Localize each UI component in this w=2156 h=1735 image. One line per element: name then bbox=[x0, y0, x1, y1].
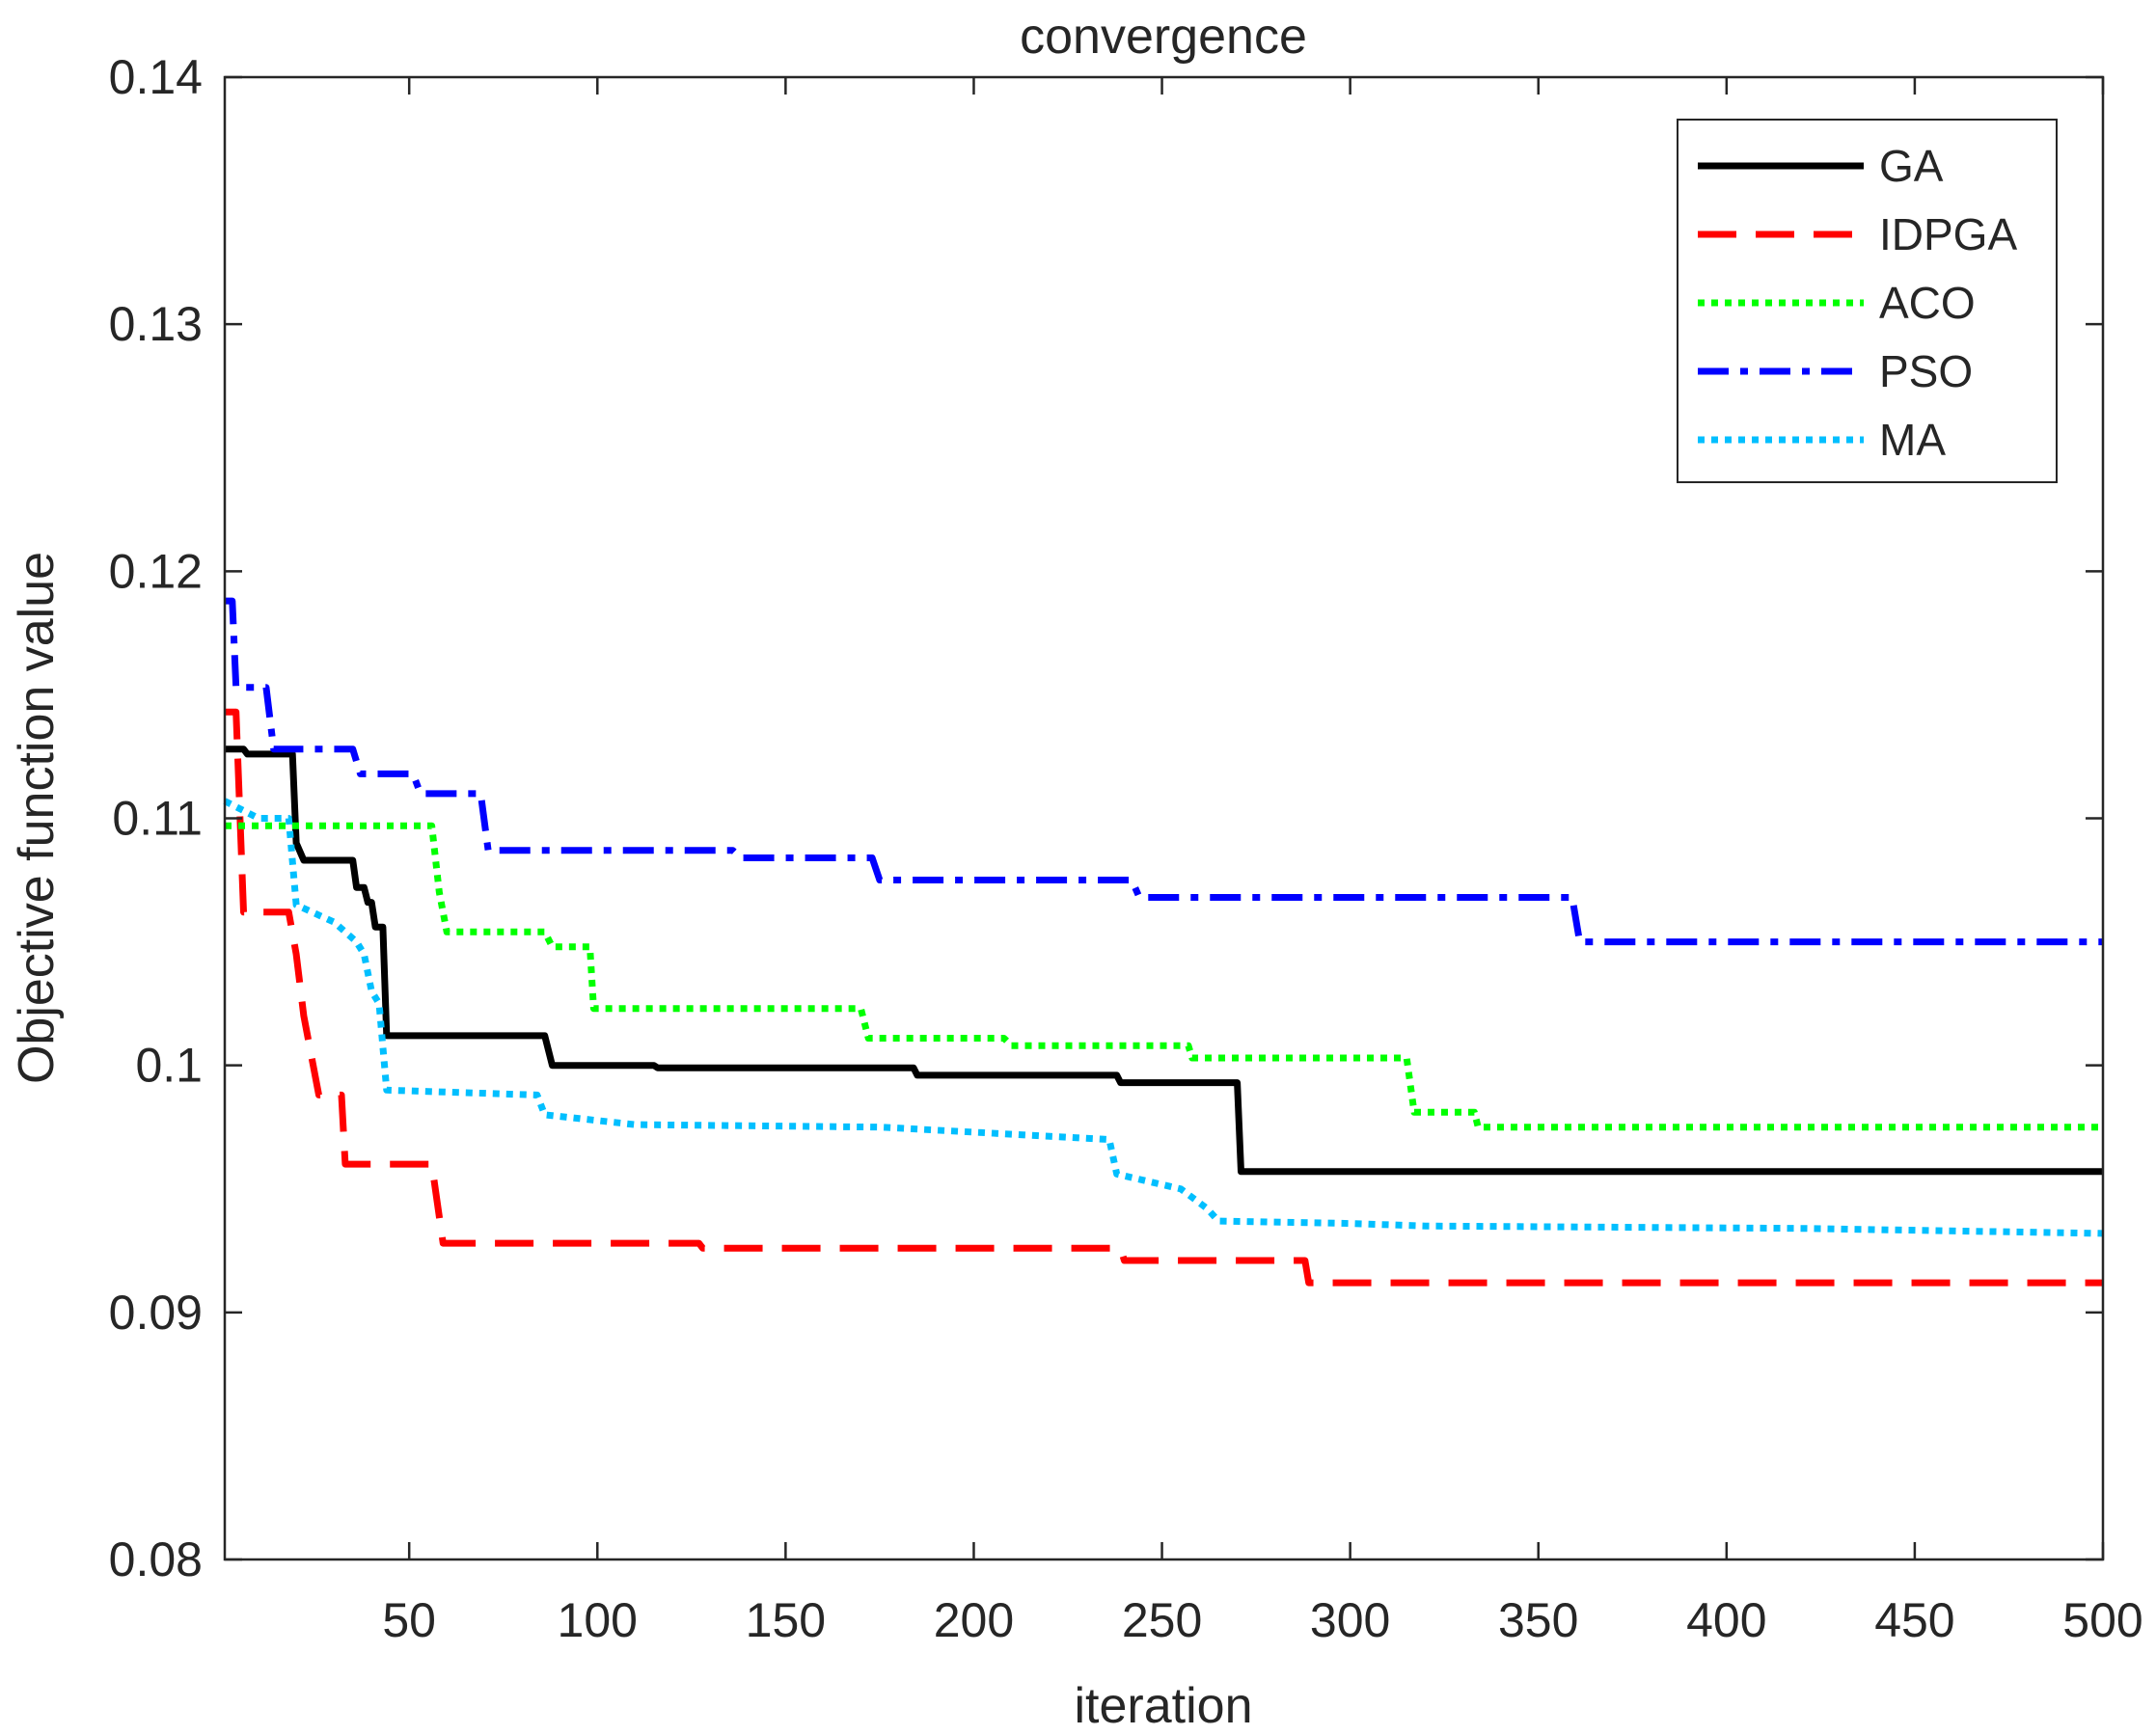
legend-box bbox=[1677, 119, 2058, 483]
series-line-pso bbox=[225, 597, 2103, 946]
x-tick-label: 500 bbox=[2062, 1593, 2142, 1647]
legend: GA IDPGA ACO PSO MA bbox=[1677, 119, 2058, 483]
y-tick-label: 0.14 bbox=[109, 50, 203, 104]
series-layer bbox=[223, 597, 2104, 1287]
x-tick-label: 50 bbox=[382, 1593, 436, 1647]
x-tick-label: 200 bbox=[934, 1593, 1014, 1647]
y-tick-label: 0.11 bbox=[112, 792, 203, 846]
x-axis: 50 100 150 200 250 300 350 400 450 500 bbox=[382, 77, 2143, 1647]
x-tick-label: 300 bbox=[1310, 1593, 1390, 1647]
y-tick-label: 0.09 bbox=[109, 1286, 203, 1340]
x-axis-label: iteration bbox=[1075, 1678, 1253, 1734]
x-tick-label: 350 bbox=[1498, 1593, 1578, 1647]
y-tick-label: 0.08 bbox=[109, 1532, 203, 1586]
legend-label-ga: GA bbox=[1879, 141, 1944, 191]
legend-label-aco: ACO bbox=[1879, 278, 1976, 328]
series-line-ga bbox=[225, 746, 2103, 1176]
y-tick-label: 0.1 bbox=[135, 1039, 203, 1093]
x-tick-label: 250 bbox=[1122, 1593, 1202, 1647]
legend-label-idpga: IDPGA bbox=[1879, 209, 2017, 259]
series-line-ma bbox=[223, 798, 2104, 1237]
x-tick-label: 100 bbox=[558, 1593, 638, 1647]
series-line-aco bbox=[225, 822, 2103, 1131]
legend-items: GA IDPGA ACO PSO MA bbox=[1698, 141, 2017, 465]
y-tick-label: 0.12 bbox=[109, 544, 203, 598]
chart-title: convergence bbox=[1020, 9, 1307, 65]
y-tick-label: 0.13 bbox=[109, 297, 203, 351]
y-axis-label: Objective function value bbox=[9, 552, 65, 1084]
x-tick-label: 150 bbox=[746, 1593, 826, 1647]
x-tick-label: 400 bbox=[1686, 1593, 1766, 1647]
legend-label-pso: PSO bbox=[1879, 346, 1973, 396]
legend-label-ma: MA bbox=[1879, 415, 1946, 465]
y-axis: 0.08 0.09 0.1 0.11 0.12 0.13 0.14 bbox=[109, 50, 2103, 1586]
series-line-idpga bbox=[225, 708, 2103, 1287]
x-tick-label: 450 bbox=[1874, 1593, 1954, 1647]
